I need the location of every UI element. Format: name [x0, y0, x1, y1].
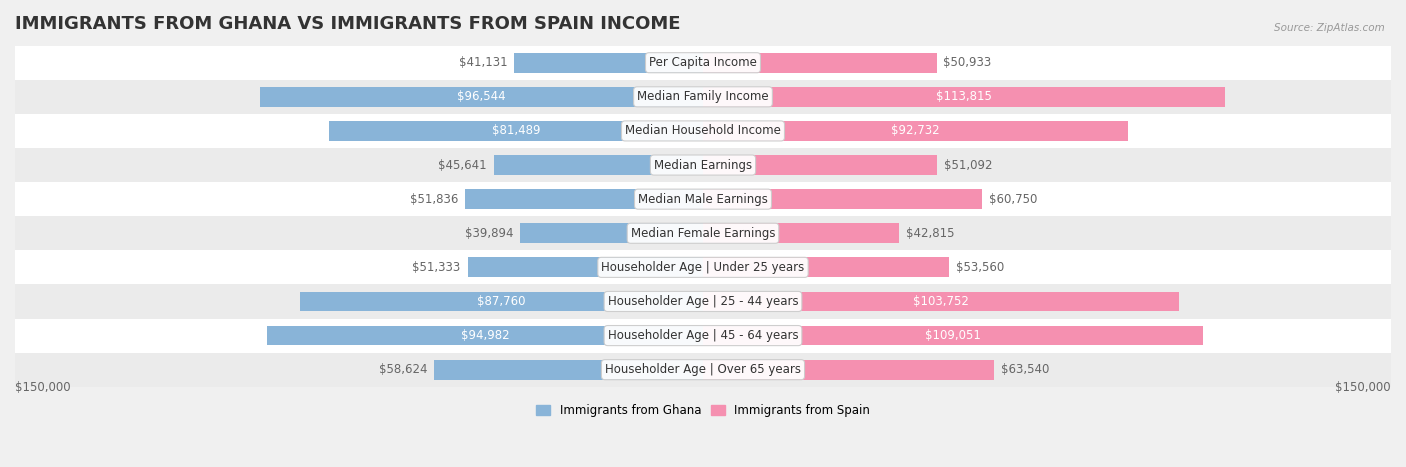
Text: $51,092: $51,092: [945, 158, 993, 171]
Text: Householder Age | Under 25 years: Householder Age | Under 25 years: [602, 261, 804, 274]
Bar: [15, 250, 1391, 284]
Bar: [15, 148, 1391, 182]
Bar: [703, 325, 1204, 346]
Text: $50,933: $50,933: [943, 56, 991, 69]
Bar: [703, 291, 1178, 311]
Bar: [15, 216, 1391, 250]
Text: Median Family Income: Median Family Income: [637, 90, 769, 103]
Text: $58,624: $58,624: [378, 363, 427, 376]
Text: $87,760: $87,760: [478, 295, 526, 308]
Text: Householder Age | Over 65 years: Householder Age | Over 65 years: [605, 363, 801, 376]
Text: $81,489: $81,489: [492, 124, 540, 137]
Text: $150,000: $150,000: [1336, 381, 1391, 394]
Text: $113,815: $113,815: [936, 90, 993, 103]
Text: Median Household Income: Median Household Income: [626, 124, 780, 137]
Bar: [703, 189, 981, 209]
Text: $92,732: $92,732: [891, 124, 941, 137]
Text: $53,560: $53,560: [956, 261, 1004, 274]
Bar: [703, 87, 1225, 107]
Text: $51,333: $51,333: [412, 261, 461, 274]
Text: Householder Age | 45 - 64 years: Householder Age | 45 - 64 years: [607, 329, 799, 342]
Bar: [267, 325, 703, 346]
Text: $150,000: $150,000: [15, 381, 70, 394]
Text: Source: ZipAtlas.com: Source: ZipAtlas.com: [1274, 23, 1385, 33]
Legend: Immigrants from Ghana, Immigrants from Spain: Immigrants from Ghana, Immigrants from S…: [531, 399, 875, 422]
Bar: [15, 46, 1391, 80]
Bar: [15, 284, 1391, 318]
Bar: [515, 53, 703, 72]
Text: $45,641: $45,641: [439, 158, 486, 171]
Bar: [260, 87, 703, 107]
Bar: [329, 121, 703, 141]
Text: Householder Age | 25 - 44 years: Householder Age | 25 - 44 years: [607, 295, 799, 308]
Bar: [468, 257, 703, 277]
Bar: [494, 155, 703, 175]
Text: Per Capita Income: Per Capita Income: [650, 56, 756, 69]
Text: $41,131: $41,131: [458, 56, 508, 69]
Text: $109,051: $109,051: [925, 329, 981, 342]
Bar: [15, 182, 1391, 216]
Text: $94,982: $94,982: [461, 329, 509, 342]
Bar: [703, 121, 1129, 141]
Text: $96,544: $96,544: [457, 90, 506, 103]
Text: Median Male Earnings: Median Male Earnings: [638, 193, 768, 205]
Text: $51,836: $51,836: [411, 193, 458, 205]
Bar: [703, 360, 994, 380]
Text: Median Female Earnings: Median Female Earnings: [631, 227, 775, 240]
Text: $42,815: $42,815: [907, 227, 955, 240]
Bar: [703, 53, 936, 72]
Bar: [703, 155, 938, 175]
Bar: [434, 360, 703, 380]
Text: $39,894: $39,894: [464, 227, 513, 240]
Bar: [520, 223, 703, 243]
Bar: [465, 189, 703, 209]
Bar: [703, 257, 949, 277]
Bar: [15, 114, 1391, 148]
Text: IMMIGRANTS FROM GHANA VS IMMIGRANTS FROM SPAIN INCOME: IMMIGRANTS FROM GHANA VS IMMIGRANTS FROM…: [15, 15, 681, 33]
Bar: [15, 80, 1391, 114]
Text: $103,752: $103,752: [912, 295, 969, 308]
Text: $60,750: $60,750: [988, 193, 1036, 205]
Text: $63,540: $63,540: [1001, 363, 1050, 376]
Bar: [703, 223, 900, 243]
Bar: [15, 318, 1391, 353]
Bar: [301, 291, 703, 311]
Bar: [15, 353, 1391, 387]
Text: Median Earnings: Median Earnings: [654, 158, 752, 171]
